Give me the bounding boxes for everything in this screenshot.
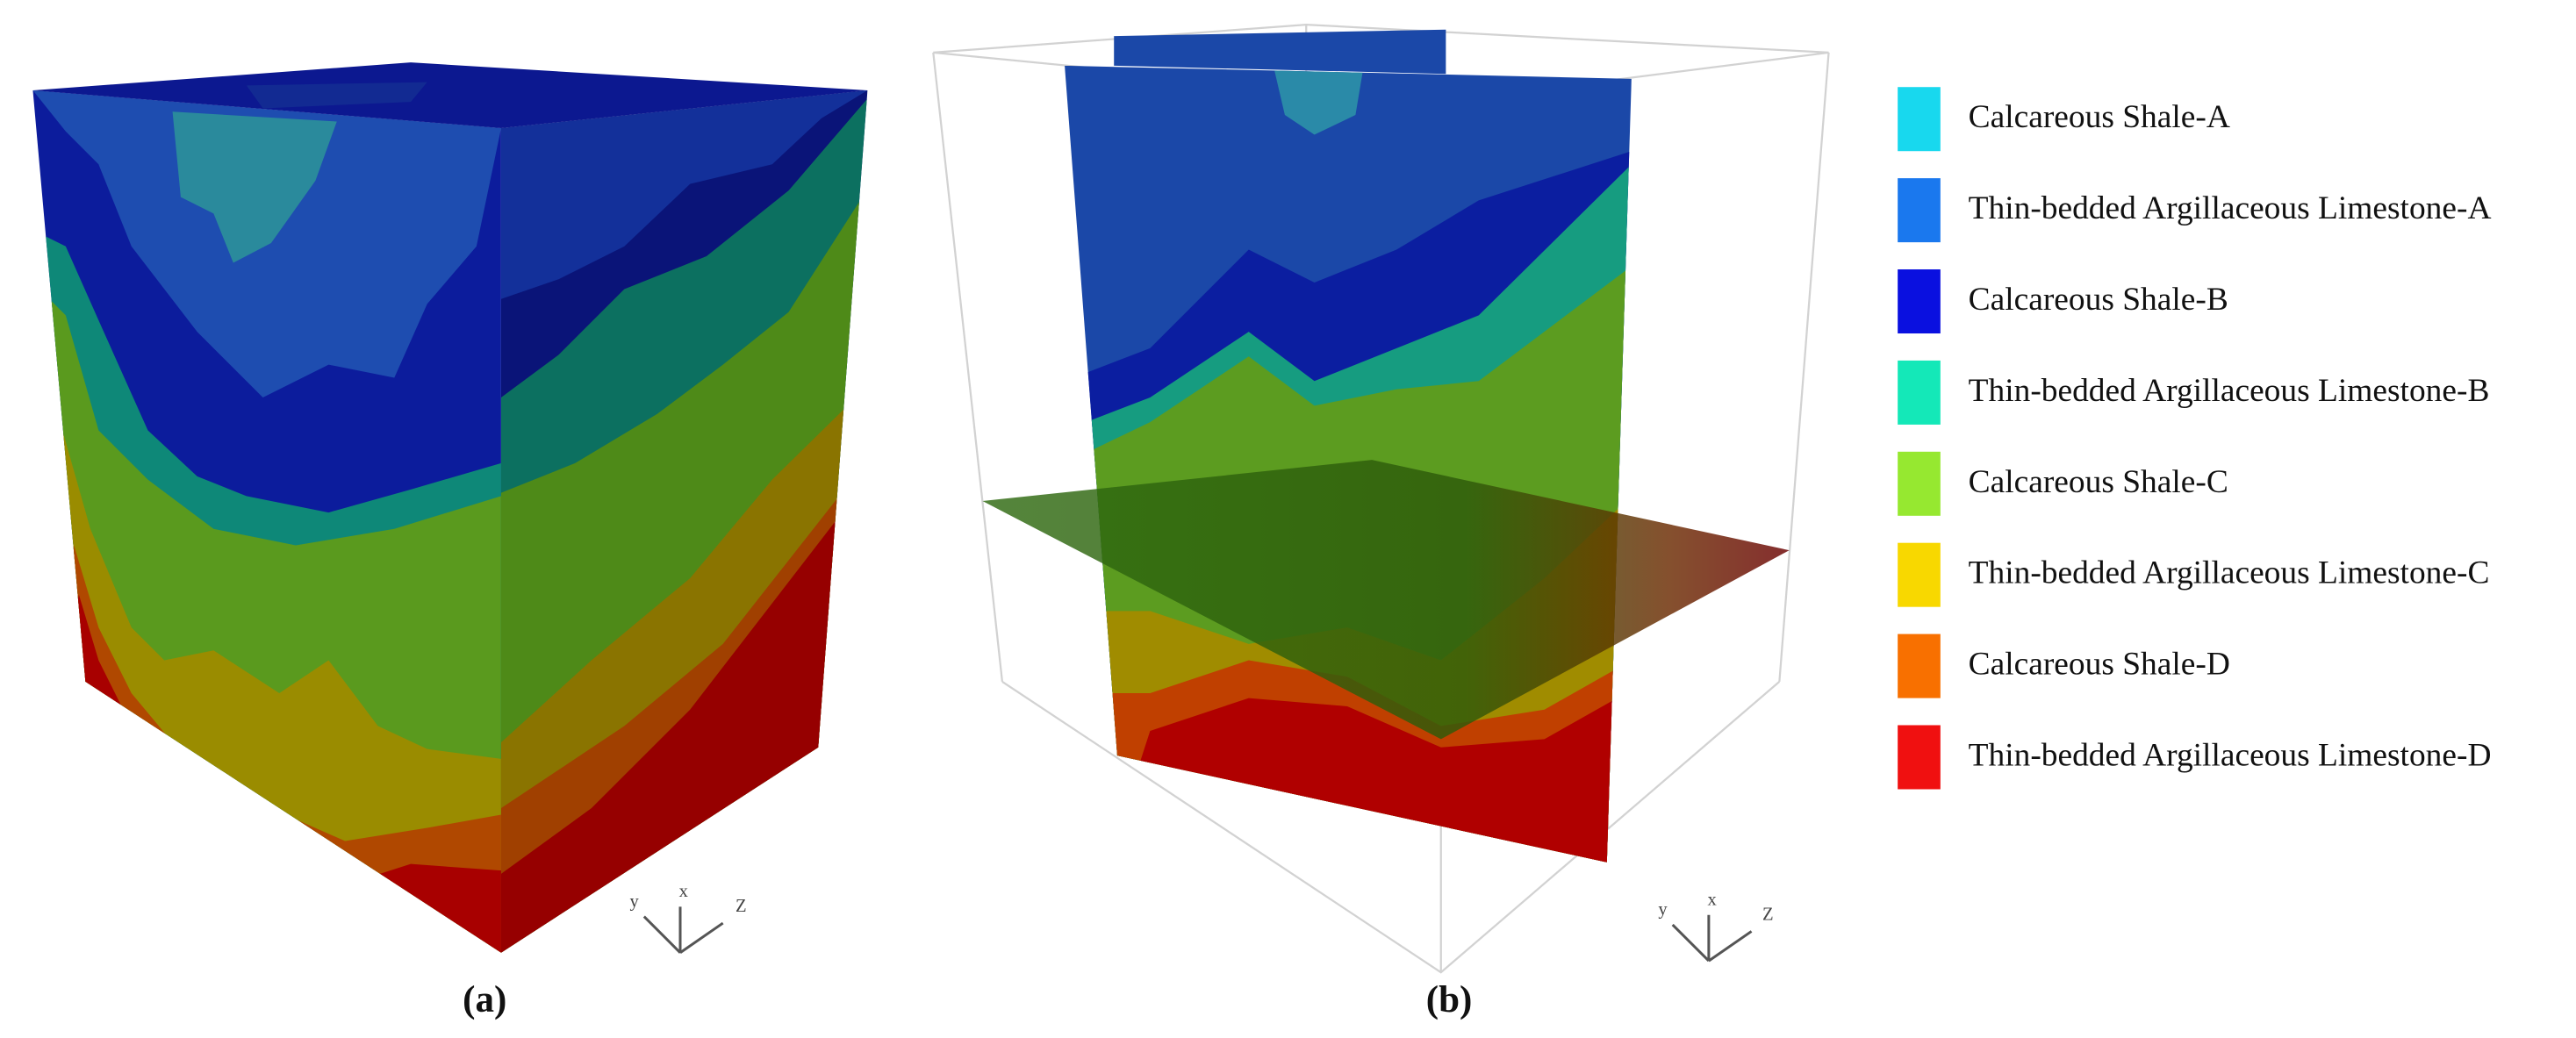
axis-label: y	[1658, 900, 1668, 920]
legend-swatch	[1898, 542, 1941, 607]
legend-label: Calcareous Shale-C	[1969, 464, 2228, 500]
back-slice	[1114, 29, 1446, 75]
axis-label: Z	[735, 897, 747, 916]
legend-swatch	[1898, 451, 1941, 516]
axis-arrows	[642, 906, 724, 954]
horizontal-slice	[982, 460, 1790, 740]
top-face	[32, 62, 868, 129]
legend-swatch	[1898, 269, 1941, 334]
legend-swatch	[1898, 360, 1941, 425]
layer	[172, 111, 337, 263]
layer	[1273, 65, 1364, 135]
legend: Calcareous Shale-A Thin-bedded Argillaceo…	[1898, 87, 2492, 790]
legend-swatch	[1898, 725, 1941, 790]
axis-label: y	[629, 891, 639, 911]
legend-swatch	[1898, 178, 1941, 243]
axis-arrows	[1671, 914, 1753, 963]
layer	[500, 89, 868, 299]
top-patch	[246, 82, 427, 109]
legend-label: Thin-bedded Argillaceous Limestone-A	[1969, 190, 2492, 226]
axis-triad-a: y x Z	[629, 882, 747, 954]
legend-label: Thin-bedded Argillaceous Limestone-B	[1969, 373, 2490, 409]
legend-swatch	[1898, 634, 1941, 698]
left-face	[32, 89, 501, 953]
right-face	[500, 89, 868, 953]
axis-label: Z	[1762, 905, 1774, 924]
legend-label: Calcareous Shale-B	[1969, 282, 2228, 318]
legend-label: Thin-bedded Argillaceous Limestone-C	[1969, 555, 2490, 591]
figure-content: y x Z y x Z (a) (b) Calcareous Shale-A Th…	[32, 23, 2492, 1020]
legend-label: Thin-bedded Argillaceous Limestone-D	[1969, 738, 2492, 774]
bounding-box	[1778, 52, 1830, 682]
slice-model-b	[932, 23, 1830, 974]
bounding-box	[932, 52, 1004, 683]
block-model-a	[32, 62, 868, 953]
panel-label: (a)	[463, 979, 506, 1020]
legend-label: Calcareous Shale-D	[1969, 647, 2230, 683]
legend-swatch	[1898, 87, 1941, 152]
axis-label: x	[1707, 890, 1717, 909]
axis-label: x	[679, 882, 689, 901]
axis-triad-b: y x Z	[1658, 890, 1774, 963]
legend-label: Calcareous Shale-A	[1969, 99, 2230, 135]
panel-label: (b)	[1426, 979, 1473, 1020]
